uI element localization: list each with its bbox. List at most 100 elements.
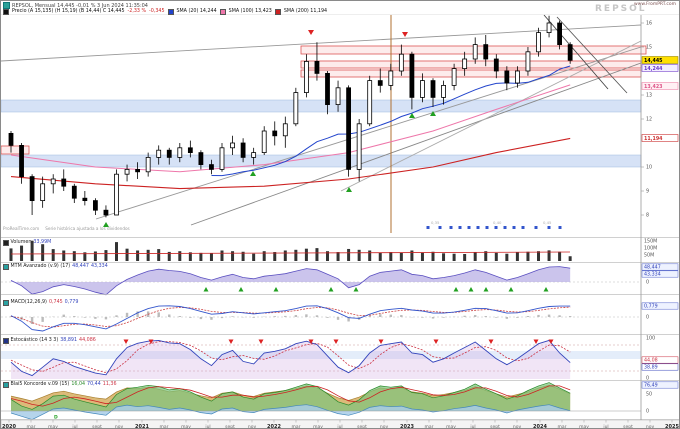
macd-panel-label: MACD(12,26,9) 0,745 0,779	[3, 300, 78, 306]
svg-text:10: 10	[646, 165, 652, 171]
svg-text:nov: nov	[380, 425, 389, 429]
svg-text:nov: nov	[513, 425, 522, 429]
svg-text:0: 0	[646, 315, 649, 321]
svg-text:2025: 2025	[665, 424, 679, 429]
price-axis: 16 15 13 12 10 9 8 14,445 14,244 13,423 11,194	[641, 21, 679, 219]
volume-icon	[3, 240, 9, 246]
svg-text:43,334: 43,334	[644, 272, 661, 278]
macd-name: MACD(12,26,9)	[10, 300, 47, 306]
svg-text:14,244: 14,244	[644, 66, 663, 72]
svg-text:mar: mar	[292, 424, 301, 429]
svg-text:sept: sept	[623, 424, 633, 429]
price-ohlc-label: Precio (A 15,135) (H 15,19) (B 14,44) C …	[12, 9, 125, 14]
svg-text:nov: nov	[646, 425, 655, 429]
sma20-label: SMA (20) 14,244	[176, 9, 217, 14]
stochastic-name: Estocástico (14 3 3)	[10, 338, 59, 344]
koncorde-value-2: 70,44	[87, 382, 101, 388]
koncorde-panel-label: Blai5 Koncorde v.09 (15) 16,04 70,44 11,…	[3, 382, 117, 388]
chart-footnote: ProRealTime.com Serie histórica ajustada…	[3, 226, 130, 231]
stochastic-value-k: 38,891	[60, 338, 78, 344]
svg-text:mar: mar	[558, 424, 567, 429]
mtm-value-1: 48,447	[72, 264, 89, 270]
svg-text:150M: 150M	[644, 239, 657, 245]
koncorde-value-3: 11,36	[102, 382, 117, 388]
svg-text:nov: nov	[248, 425, 257, 429]
svg-text:100: 100	[646, 336, 655, 342]
price-series-icon	[3, 8, 9, 15]
svg-text:2024: 2024	[533, 424, 547, 429]
price-change-pct: -2,33 %	[127, 9, 147, 14]
koncorde-icon	[3, 382, 9, 388]
volume-name: Volumen	[10, 240, 32, 246]
svg-text:may: may	[579, 425, 589, 429]
svg-text:jul: jul	[336, 424, 342, 429]
svg-text:48,447: 48,447	[644, 265, 661, 271]
svg-text:nov: nov	[115, 425, 124, 429]
svg-text:0: 0	[646, 280, 649, 286]
svg-text:jul: jul	[71, 424, 77, 429]
volume-value: 33,99M	[33, 240, 52, 246]
svg-text:2023: 2023	[400, 424, 414, 429]
svg-text:13: 13	[646, 93, 652, 99]
macd-value-2: 0,779	[64, 300, 79, 306]
mtm-name: MTM Avanzado (v.9) (17)	[10, 264, 71, 270]
fromprt-link[interactable]: www.FromPRT.com	[634, 2, 676, 7]
svg-text:sept: sept	[225, 424, 235, 429]
repsol-watermark: REPSOL	[595, 4, 647, 14]
price-signal-arrows	[103, 30, 436, 227]
svg-text:0,35: 0,35	[431, 220, 440, 225]
sma100-color-icon	[219, 8, 226, 15]
svg-text:16: 16	[646, 21, 652, 27]
svg-text:0,45: 0,45	[543, 220, 552, 225]
price-change-abs: -0,345	[149, 9, 165, 14]
stochastic-icon	[3, 338, 9, 344]
mtm-icon	[3, 264, 9, 270]
stochastic-panel-label: Estocástico (14 3 3) 38,891 44,086	[3, 338, 96, 344]
sma200-label: SMA (200) 11,194	[283, 9, 328, 14]
support-resistance-zones	[1, 45, 647, 168]
koncorde-panel: 50 0 76,49	[1, 381, 679, 420]
svg-text:11,194: 11,194	[644, 136, 663, 142]
price-legend: Precio (A 15,135) (H 15,19) (B 14,44) C …	[3, 8, 328, 15]
date-axis: 2020 mar may jul sept nov 2021 mar may jul sept nov…	[1, 415, 679, 429]
macd-panel: 0 0,779	[1, 302, 679, 332]
svg-text:0: 0	[646, 409, 649, 415]
mtm-panel-label: MTM Avanzado (v.9) (17) 48,447 43,334	[3, 264, 108, 270]
sma20-color-icon	[167, 8, 174, 15]
prorealtime-brand: ProRealTime.com	[3, 226, 40, 231]
candles	[8, 15, 573, 218]
stochastic-value-d: 44,086	[79, 338, 96, 344]
koncorde-value-1: 16,04	[71, 382, 86, 388]
svg-text:may: may	[48, 425, 58, 429]
svg-text:15: 15	[646, 45, 652, 51]
svg-text:may: may	[446, 425, 456, 429]
macd-icon	[3, 300, 9, 306]
svg-text:sept: sept	[490, 424, 500, 429]
svg-text:14,445: 14,445	[644, 58, 663, 64]
svg-text:mar: mar	[160, 424, 169, 429]
svg-text:jul: jul	[204, 424, 210, 429]
svg-text:9: 9	[646, 189, 649, 195]
svg-text:0,40: 0,40	[493, 220, 502, 225]
svg-text:12: 12	[646, 117, 652, 123]
svg-text:0: 0	[646, 376, 649, 382]
svg-text:50M: 50M	[644, 253, 654, 259]
koncorde-name: Blai5 Koncorde v.09 (15)	[10, 382, 70, 388]
volume-panel-label: Volumen 33,99M	[3, 240, 51, 246]
sma200-color-icon	[274, 8, 281, 15]
svg-text:100M: 100M	[644, 246, 657, 252]
window-title: REPSOL, Mensual 14,445 -0,01 % 3 Jun 202…	[12, 2, 148, 9]
svg-text:2020: 2020	[2, 424, 16, 429]
svg-text:0,779: 0,779	[644, 304, 658, 310]
svg-text:76,49: 76,49	[644, 383, 658, 389]
moving-averages	[10, 65, 571, 190]
svg-text:jul: jul	[469, 424, 475, 429]
svg-text:may: may	[313, 425, 323, 429]
svg-text:jul: jul	[602, 424, 608, 429]
svg-text:2021: 2021	[135, 424, 149, 429]
